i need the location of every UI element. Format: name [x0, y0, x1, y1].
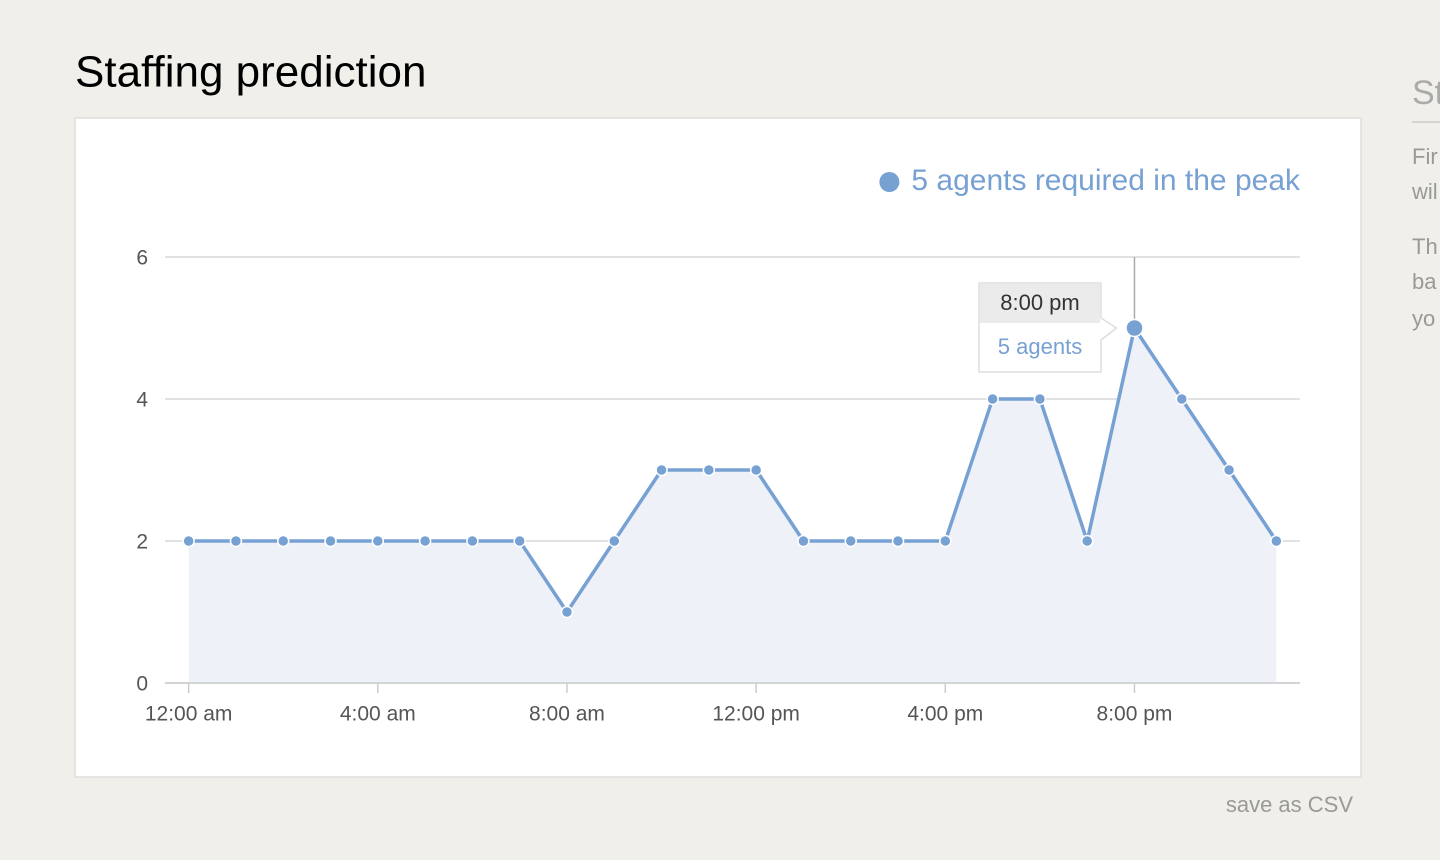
point: [466, 534, 479, 548]
y-tick-label: 2: [136, 531, 148, 554]
point: [655, 463, 668, 477]
point: [560, 605, 574, 619]
sidebar-line: yo: [1412, 306, 1435, 331]
legend-label: 5 agents required in the peak: [911, 164, 1301, 197]
legend-marker: [879, 172, 900, 192]
tooltip: 8:00 pm 5 agents: [978, 282, 1118, 373]
point: [276, 534, 290, 548]
sidebar-line: Fir: [1412, 144, 1438, 169]
sidebar-text: Fir wil Th ba yo: [1411, 144, 1438, 331]
sidebar-line: Th: [1412, 234, 1438, 259]
point: [1033, 392, 1047, 406]
point: [371, 534, 385, 548]
tooltip-title: 8:00 pm: [1000, 290, 1080, 315]
point: [1270, 534, 1283, 548]
point: [1222, 463, 1236, 477]
x-tick-label: 12:00 pm: [712, 703, 800, 726]
x-tick-label: 12:00 am: [145, 703, 233, 726]
point: [1125, 318, 1144, 338]
sidebar-heading: St: [1412, 74, 1440, 112]
point: [229, 534, 243, 548]
tooltip-value: 5 agents: [998, 334, 1082, 359]
sidebar-line: wil: [1411, 179, 1438, 204]
x-tick-label: 8:00 pm: [1097, 703, 1173, 726]
tooltip-header: [980, 284, 1100, 323]
x-tick-label: 4:00 am: [340, 703, 416, 726]
sidebar-line: ba: [1412, 269, 1437, 294]
point: [1080, 534, 1094, 548]
x-tick-label: 4:00 pm: [907, 703, 983, 726]
chart: 0 2 4 6 12:00 am 4:00 am 8:00 am 12:00 pm 4:00 p…: [136, 164, 1301, 726]
point: [891, 534, 905, 548]
point: [1175, 392, 1189, 406]
point: [797, 534, 810, 548]
y-tick-label: 4: [136, 389, 148, 412]
point: [608, 534, 621, 548]
point: [418, 534, 432, 548]
area: [188, 328, 1277, 683]
page-title: Staffing prediction: [75, 48, 426, 97]
point: [844, 534, 857, 548]
point: [513, 534, 526, 548]
point: [939, 534, 952, 548]
x-tick-label: 8:00 am: [529, 703, 605, 726]
line: [188, 326, 1278, 614]
point: [324, 534, 337, 548]
point: [182, 534, 195, 548]
point: [702, 463, 716, 477]
point: [986, 392, 999, 406]
y-tick-label: 6: [136, 247, 148, 270]
point: [749, 463, 763, 477]
save-csv-link[interactable]: save as CSV: [1226, 792, 1353, 817]
y-tick-label: 0: [136, 673, 148, 696]
